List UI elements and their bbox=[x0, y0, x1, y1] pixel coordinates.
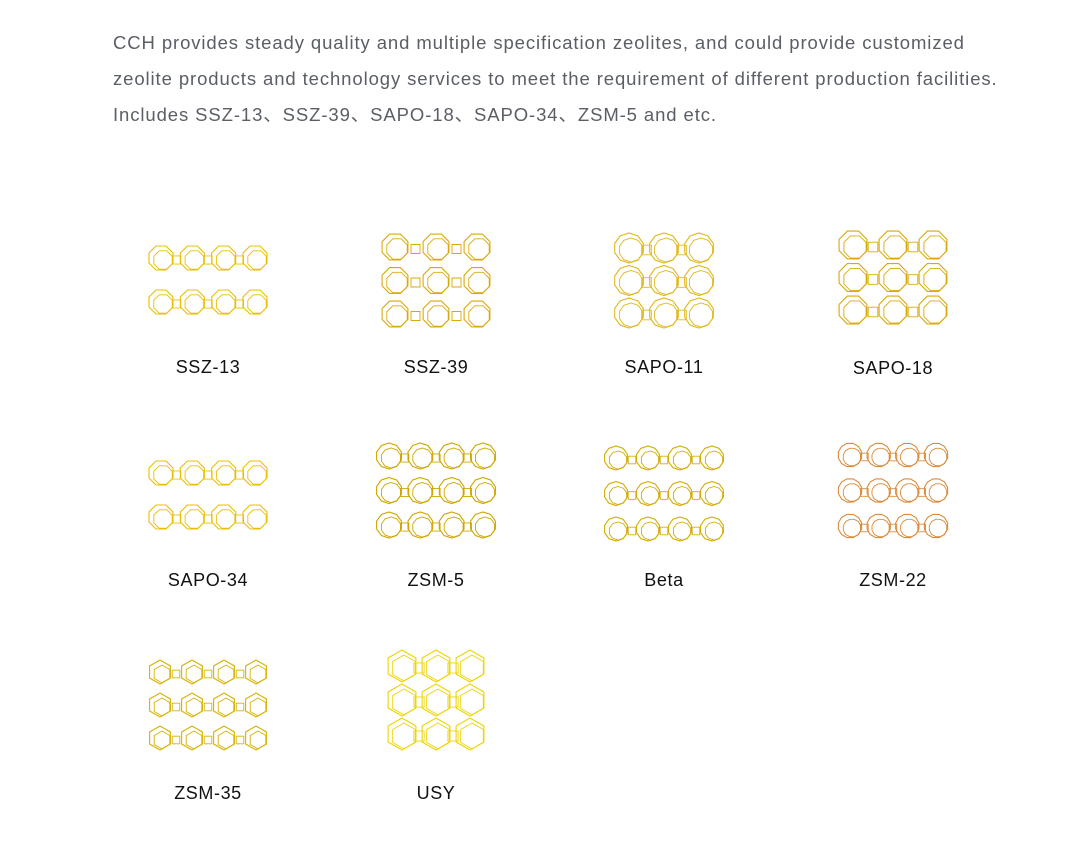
product-item[interactable]: SAPO-11 bbox=[564, 225, 764, 385]
product-name: Beta bbox=[644, 570, 684, 590]
product-item[interactable]: SAPO-18 bbox=[793, 225, 993, 385]
product-item[interactable]: ZSM-5 bbox=[336, 438, 536, 598]
zeolite-framework-icon bbox=[148, 460, 268, 530]
zeolite-framework-icon bbox=[838, 230, 948, 325]
product-item[interactable]: SSZ-39 bbox=[336, 225, 536, 385]
product-name: SSZ-13 bbox=[175, 357, 241, 377]
zeolite-framework-icon bbox=[614, 232, 714, 329]
product-name: ZSM-35 bbox=[174, 783, 242, 803]
product-name: SAPO-34 bbox=[167, 570, 249, 590]
zeolite-framework-icon bbox=[837, 442, 949, 539]
zeolite-framework-icon bbox=[381, 233, 491, 328]
product-item[interactable]: USY bbox=[336, 649, 536, 810]
product-name: ZSM-5 bbox=[407, 570, 465, 590]
product-item[interactable]: ZSM-35 bbox=[108, 650, 308, 810]
product-name: SAPO-11 bbox=[624, 357, 704, 377]
product-name: SAPO-18 bbox=[852, 358, 934, 378]
product-item[interactable]: SAPO-34 bbox=[108, 438, 308, 598]
product-item[interactable]: ZSM-22 bbox=[793, 438, 993, 598]
zeolite-framework-icon bbox=[376, 442, 496, 539]
zeolite-framework-icon bbox=[148, 245, 268, 315]
product-name: USY bbox=[416, 783, 456, 803]
product-name: ZSM-22 bbox=[859, 570, 927, 590]
product-item[interactable]: SSZ-13 bbox=[108, 225, 308, 385]
zeolite-framework-icon bbox=[604, 445, 724, 542]
intro-paragraph: CCH provides steady quality and multiple… bbox=[113, 32, 998, 125]
product-name: SSZ-39 bbox=[403, 357, 469, 377]
zeolite-framework-icon bbox=[387, 649, 485, 751]
product-item[interactable]: Beta bbox=[564, 438, 764, 598]
zeolite-framework-icon bbox=[149, 659, 267, 751]
